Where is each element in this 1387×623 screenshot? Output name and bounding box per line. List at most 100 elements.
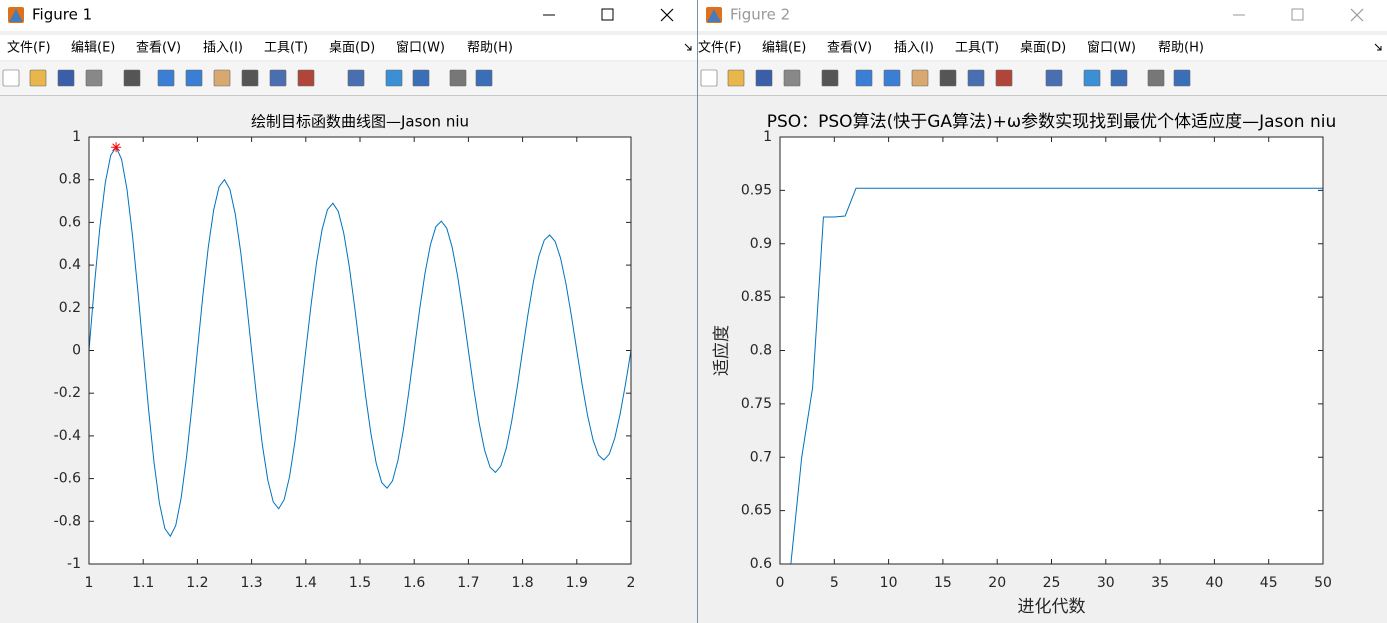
toolbar-button[interactable] xyxy=(939,69,957,87)
window-title: Figure 1 xyxy=(32,6,92,24)
toolbar-button[interactable] xyxy=(269,69,287,87)
y-tick-label: -1 xyxy=(67,556,81,572)
axes-box xyxy=(779,136,1324,565)
menu-bar xyxy=(0,35,697,60)
maximize-button[interactable] xyxy=(1291,8,1304,21)
menu-item[interactable]: 文件(F) xyxy=(698,41,742,56)
toolbar-button[interactable] xyxy=(995,69,1013,87)
menu-arrow xyxy=(684,43,692,51)
menu-item[interactable]: 查看(V) xyxy=(827,40,872,56)
axes-box xyxy=(88,136,632,565)
toolbar-button[interactable] xyxy=(855,69,873,87)
toolbar-button[interactable] xyxy=(157,69,175,87)
menu-item[interactable]: 窗口(W) xyxy=(396,40,445,56)
toolbar-button[interactable] xyxy=(29,69,47,87)
x-axis-label: 进化代数 xyxy=(1018,597,1086,617)
y-tick-label: 0.6 xyxy=(59,214,81,230)
x-tick-label: 1.7 xyxy=(457,575,479,591)
toolbar-button[interactable] xyxy=(1045,69,1063,87)
menu-bar xyxy=(698,35,1387,60)
toolbar-button[interactable] xyxy=(883,69,901,87)
y-tick-label: 0.4 xyxy=(59,257,81,273)
y-tick-label: 0.65 xyxy=(741,503,772,519)
toolbar-button[interactable] xyxy=(1083,69,1101,87)
window-title: Figure 2 xyxy=(730,6,790,24)
y-tick-label: -0.6 xyxy=(54,471,81,487)
menu-item[interactable]: 插入(I) xyxy=(203,41,243,56)
y-tick-label: 0.85 xyxy=(741,289,772,305)
toolbar-button[interactable] xyxy=(241,69,259,87)
x-tick-label: 1.2 xyxy=(186,575,208,591)
y-tick-label: 1 xyxy=(72,129,81,145)
toolbar-button[interactable] xyxy=(1173,69,1191,87)
window: Figure 1 文件(F) 编辑(E) 查看(V) 插入(I) 工具(T) 桌面(D) 窗口… xyxy=(0,0,697,96)
title-bar xyxy=(0,0,697,31)
toolbar-button[interactable] xyxy=(57,69,75,87)
menu-item[interactable]: 工具(T) xyxy=(955,41,999,56)
plot-area xyxy=(780,137,1323,564)
x-tick-label: 25 xyxy=(1043,575,1061,591)
menu-item[interactable]: 工具(T) xyxy=(264,41,308,56)
toolbar-button[interactable] xyxy=(85,69,103,87)
toolbar xyxy=(698,62,1387,95)
data-line xyxy=(88,146,632,538)
toolbar-button[interactable] xyxy=(185,69,203,87)
y-tick-label: 0.2 xyxy=(59,300,81,316)
toolbar-button[interactable] xyxy=(755,69,773,87)
y-axis-label: 适应度 xyxy=(712,325,732,376)
chart-title: 绘制目标函数曲线图—Jason niu xyxy=(251,113,469,131)
app-icon-peak xyxy=(707,9,721,22)
x-tick-label: 20 xyxy=(988,575,1006,591)
menu-item[interactable]: 编辑(E) xyxy=(71,41,115,56)
y-tick-label: 0.95 xyxy=(741,182,772,198)
toolbar-button[interactable] xyxy=(911,69,929,87)
menu-item[interactable]: 查看(V) xyxy=(136,40,181,56)
x-tick-label: 1.3 xyxy=(240,575,262,591)
menu-item[interactable]: 插入(I) xyxy=(894,41,934,56)
y-tick-label: -0.2 xyxy=(54,385,81,401)
toolbar-button[interactable] xyxy=(449,69,467,87)
menu-item[interactable]: 帮助(H) xyxy=(1158,41,1204,56)
toolbar-button[interactable] xyxy=(475,69,493,87)
y-tick-label: 0.75 xyxy=(741,396,772,412)
menu-item[interactable]: 帮助(H) xyxy=(467,41,513,56)
x-tick-label: 1.5 xyxy=(349,575,371,591)
x-tick-label: 5 xyxy=(830,575,839,591)
y-tick-label: -0.4 xyxy=(54,428,81,444)
toolbar-button[interactable] xyxy=(821,69,839,87)
y-tick-label: 0.7 xyxy=(750,449,772,465)
app-icon-peak xyxy=(9,9,23,22)
close-button[interactable] xyxy=(1350,8,1364,22)
menu-item[interactable]: 窗口(W) xyxy=(1087,40,1136,56)
toolbar-button[interactable] xyxy=(727,69,745,87)
toolbar-button[interactable] xyxy=(700,69,718,87)
marker xyxy=(111,142,122,153)
toolbar-button[interactable] xyxy=(213,69,231,87)
menu-item[interactable]: 编辑(E) xyxy=(762,41,806,56)
x-tick-label: 15 xyxy=(934,575,952,591)
x-tick-label: 45 xyxy=(1260,575,1278,591)
x-tick-label: 1.6 xyxy=(403,575,425,591)
toolbar-button[interactable] xyxy=(2,69,20,87)
menu-item[interactable]: 桌面(D) xyxy=(1020,41,1066,56)
toolbar-button[interactable] xyxy=(783,69,801,87)
toolbar-button[interactable] xyxy=(967,69,985,87)
x-tick-label: 0 xyxy=(776,575,785,591)
close-button[interactable] xyxy=(660,8,674,22)
x-tick-label: 1.9 xyxy=(566,575,588,591)
toolbar-button[interactable] xyxy=(385,69,403,87)
toolbar-button[interactable] xyxy=(347,69,365,87)
y-tick-label: 0 xyxy=(72,343,81,359)
x-tick-label: 1.8 xyxy=(511,575,533,591)
x-tick-label: 1 xyxy=(85,575,94,591)
toolbar-button[interactable] xyxy=(297,69,315,87)
toolbar-button[interactable] xyxy=(123,69,141,87)
menu-item[interactable]: 文件(F) xyxy=(7,41,51,56)
toolbar-button[interactable] xyxy=(412,69,430,87)
toolbar-button[interactable] xyxy=(1110,69,1128,87)
x-tick-label: 30 xyxy=(1097,575,1115,591)
menu-item[interactable]: 桌面(D) xyxy=(329,41,375,56)
toolbar-button[interactable] xyxy=(1147,69,1165,87)
chart-title: PSO：PSO算法(快于GA算法)+ω参数实现找到最优个体适应度—Jason n… xyxy=(767,112,1337,132)
maximize-button[interactable] xyxy=(601,8,614,21)
